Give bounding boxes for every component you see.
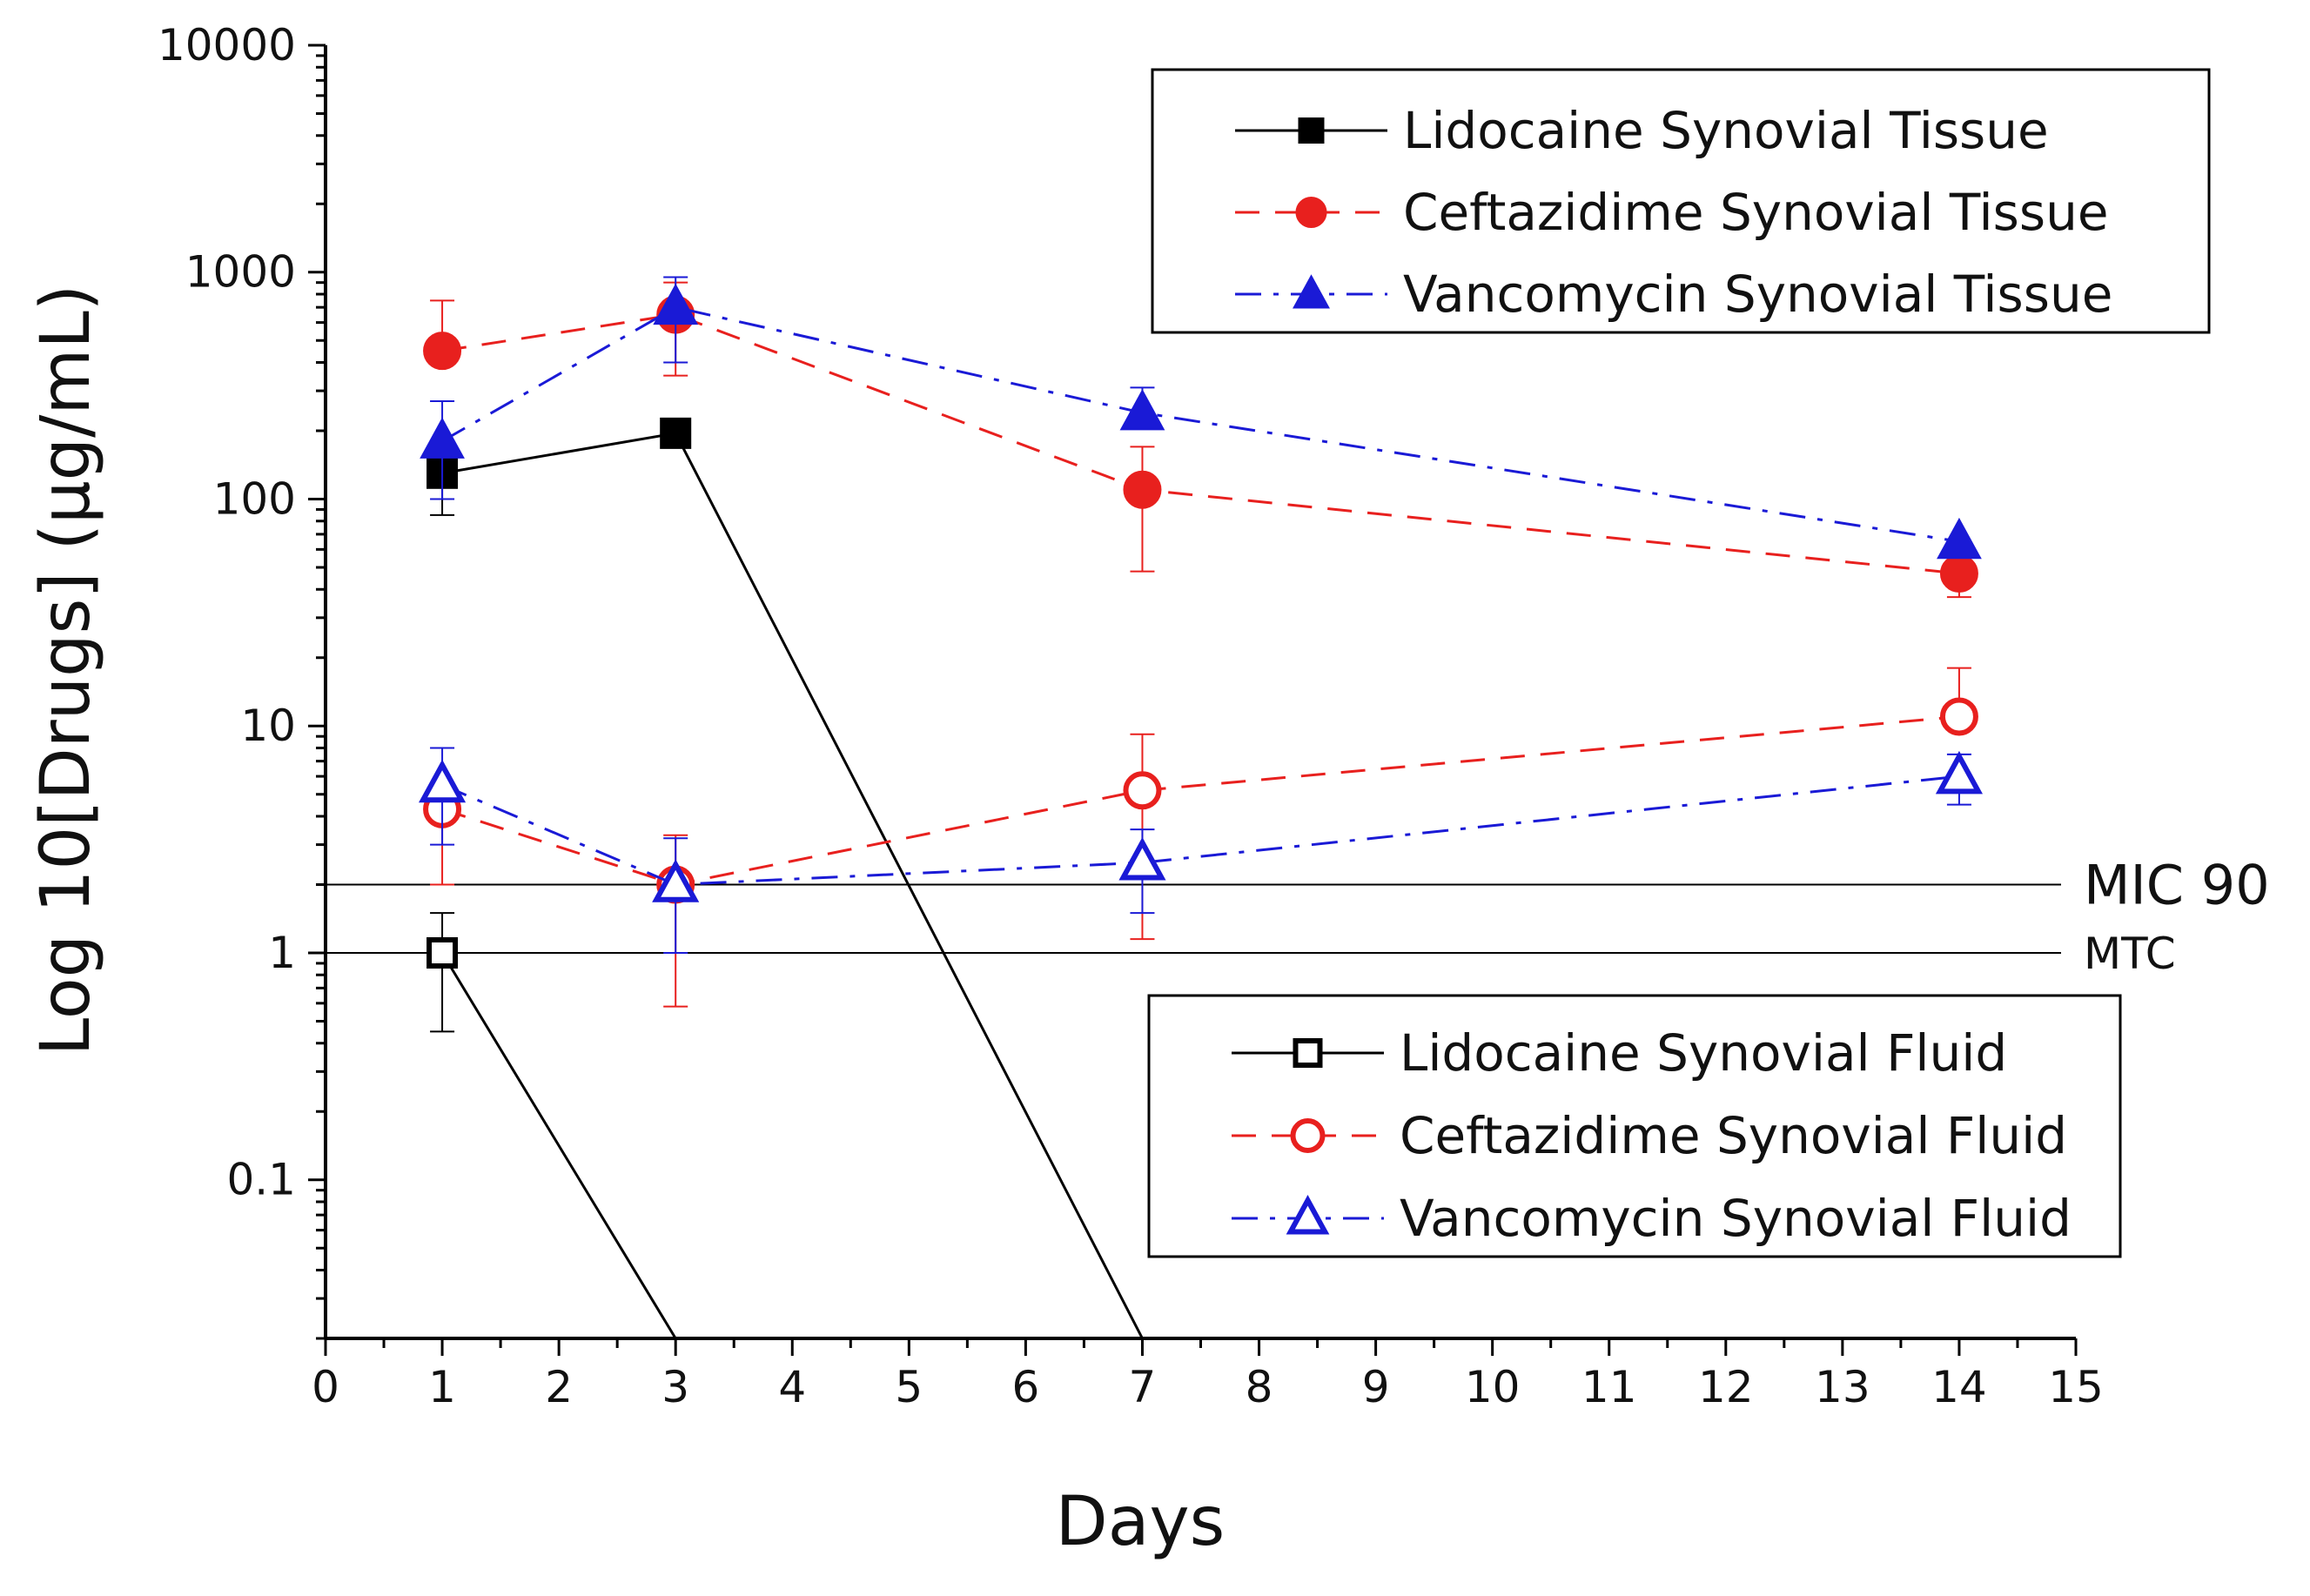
y-tick-label: 10	[240, 701, 296, 751]
legend-marker	[1293, 274, 1330, 309]
legend-label: Vancomycin Synovial Tissue	[1403, 265, 2112, 324]
data-point	[653, 283, 699, 325]
data-point	[1939, 553, 1978, 593]
series-lidocaine-synovial-fluid	[426, 912, 677, 1339]
y-tick-label: 0.1	[226, 1155, 296, 1205]
legend-marker	[1290, 1118, 1326, 1153]
x-tick-label: 10	[1465, 1362, 1521, 1412]
x-tick-label: 11	[1581, 1362, 1637, 1412]
x-tick-label: 6	[1011, 1362, 1039, 1412]
data-point	[1937, 517, 1982, 560]
x-tick-label: 7	[1129, 1362, 1157, 1412]
y-tick-label: 1	[268, 928, 296, 978]
x-tick-label: 2	[545, 1362, 573, 1412]
legend-marker	[1295, 197, 1327, 228]
series-line	[441, 305, 1960, 543]
data-point	[1939, 697, 1978, 736]
y-axis-title: Log 10[Drugs] (μg/mL)	[27, 285, 105, 1056]
legend-frame	[1151, 68, 2211, 334]
data-point	[423, 332, 462, 371]
x-tick-label: 14	[1931, 1362, 1987, 1412]
series-line	[441, 312, 1960, 575]
data-point	[420, 417, 465, 459]
x-tick-label: 3	[661, 1362, 689, 1412]
series-vancomycin-synovial-tissue	[420, 276, 1982, 560]
data-point	[1123, 470, 1162, 509]
x-tick-label: 1	[428, 1362, 456, 1412]
legend-item: Vancomycin Synovial Tissue	[1235, 265, 2112, 324]
series-vancomycin-synovial-fluid	[419, 747, 1983, 954]
data-point	[1119, 388, 1165, 431]
data-point	[1123, 771, 1162, 810]
legend-label: Ceftazidime Synovial Tissue	[1403, 183, 2109, 242]
y-tick-label: 100	[213, 473, 296, 524]
legend-item: Ceftazidime Synovial Tissue	[1235, 183, 2109, 242]
data-point	[1935, 750, 1983, 795]
data-point	[652, 859, 700, 902]
x-tick-label: 8	[1246, 1362, 1273, 1412]
reference-lines: MIC 90 MTC	[326, 854, 2270, 979]
reference-line-label: MIC 90	[2084, 854, 2270, 917]
series-line	[440, 952, 677, 1339]
series-layer	[419, 276, 1983, 1339]
data-point	[426, 936, 459, 969]
legend-label: Lidocaine Synovial Tissue	[1403, 101, 2049, 160]
x-tick-label: 13	[1815, 1362, 1870, 1412]
series-ceftazidime-synovial-fluid	[423, 667, 1978, 1008]
series-line	[441, 775, 1960, 887]
series-line	[441, 432, 1144, 1339]
legend-label: Lidocaine Synovial Fluid	[1400, 1023, 2007, 1083]
x-axis-title: Days	[1056, 1483, 1226, 1561]
legend-label: Ceftazidime Synovial Fluid	[1400, 1106, 2067, 1165]
y-tick-label: 1000	[185, 247, 296, 298]
legend-marker	[1298, 117, 1325, 144]
y-tick-label: 10000	[158, 20, 296, 70]
legend-marker	[1293, 1038, 1323, 1068]
legend-item: Vancomycin Synovial Fluid	[1232, 1189, 2072, 1248]
x-tick-label: 4	[778, 1362, 806, 1412]
legend-item: Lidocaine Synovial Tissue	[1235, 101, 2049, 160]
reference-line-label: MTC	[2084, 929, 2176, 979]
legend-bottom: Lidocaine Synovial Fluid Ceftazidime Syno…	[1147, 994, 2122, 1258]
x-tick-label: 5	[895, 1362, 923, 1412]
x-tick-label: 0	[312, 1362, 339, 1412]
data-point	[419, 759, 467, 803]
series-line	[441, 714, 1960, 887]
x-tick-label: 9	[1362, 1362, 1390, 1412]
series-lidocaine-synovial-tissue	[426, 417, 1144, 1339]
legend-top: Lidocaine Synovial Tissue Ceftazidime Syn…	[1151, 68, 2211, 334]
legends: Lidocaine Synovial Tissue Ceftazidime Syn…	[1147, 68, 2211, 1258]
data-point	[1118, 836, 1166, 881]
legend-marker	[1286, 1195, 1330, 1235]
legend-item: Ceftazidime Synovial Fluid	[1232, 1106, 2067, 1165]
data-point	[660, 417, 692, 449]
legend-label: Vancomycin Synovial Fluid	[1400, 1189, 2072, 1248]
x-tick-label: 15	[2048, 1362, 2104, 1412]
legend-item: Lidocaine Synovial Fluid	[1232, 1023, 2007, 1083]
x-tick-label: 12	[1698, 1362, 1754, 1412]
